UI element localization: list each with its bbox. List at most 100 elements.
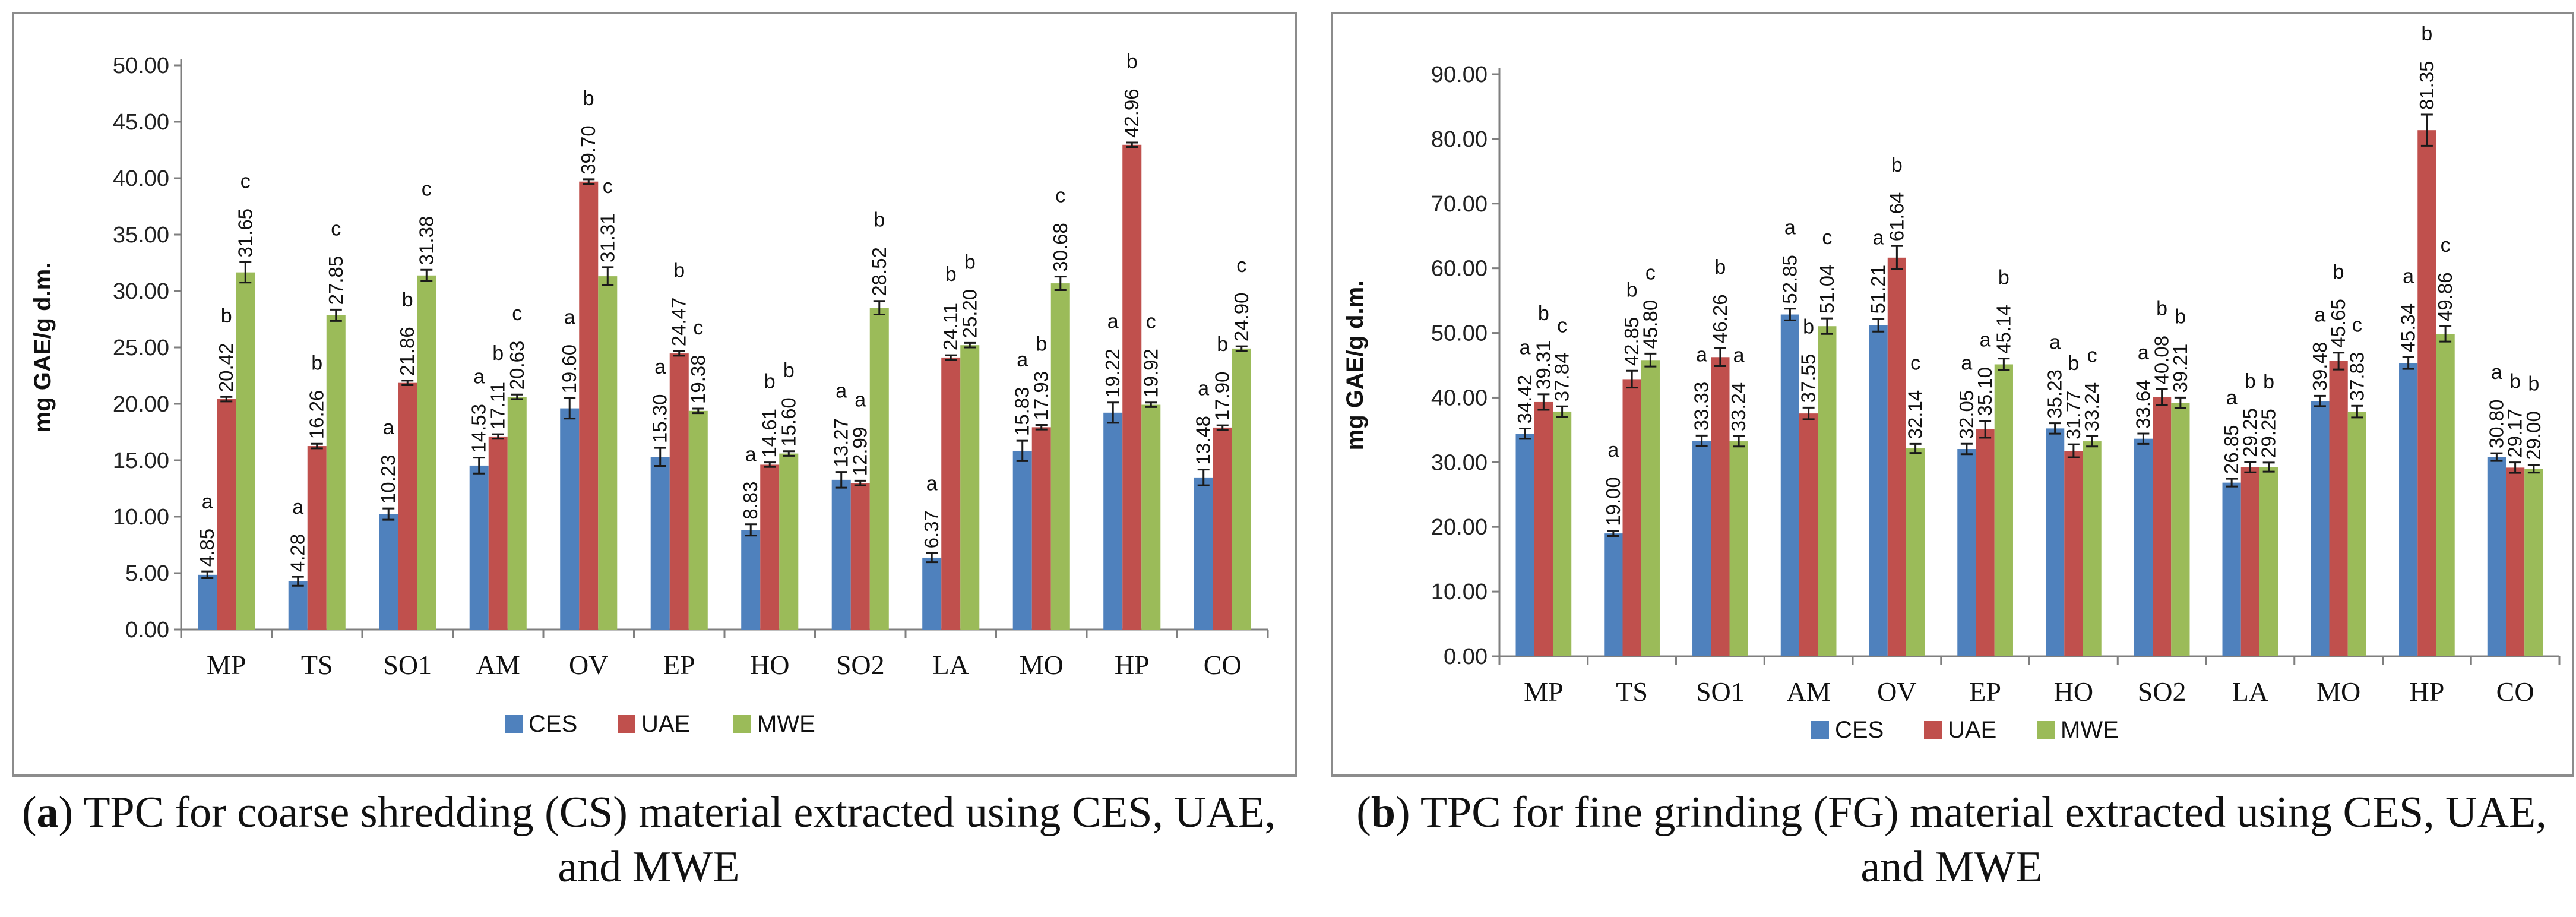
y-axis-title-a: mg GAE/g d.m. <box>30 263 56 433</box>
bar <box>2347 412 2366 656</box>
data-label: 46.26 <box>1709 294 1731 343</box>
bar <box>217 399 236 630</box>
bar <box>941 357 961 630</box>
significance-letter: b <box>1538 302 1549 325</box>
x-tick-label: AM <box>1787 676 1831 707</box>
significance-letter: a <box>1017 349 1028 371</box>
significance-letter: c <box>693 317 703 339</box>
significance-letter: b <box>1803 315 1814 338</box>
y-tick-label: 35.00 <box>113 223 169 248</box>
series-ces-b: 34.42 a 19.00 a 33.33 a 52.85 a 51.21 a 32.05 a 35.2… <box>1514 217 2507 656</box>
data-label: 8.83 <box>739 481 761 519</box>
significance-letter: a <box>1873 226 1884 249</box>
bar <box>2046 428 2065 656</box>
chart-frame-a <box>12 12 1297 777</box>
bar <box>1887 257 1906 656</box>
bar <box>650 457 670 630</box>
data-label: 31.77 <box>2062 391 2084 440</box>
y-tick-label: 0.00 <box>1444 644 1488 669</box>
data-label: 32.14 <box>1904 390 1926 439</box>
y-tick-label: 50.00 <box>113 53 169 78</box>
x-tick-label: EP <box>663 650 695 680</box>
significance-letter: a <box>2049 331 2061 354</box>
x-tick-label: EP <box>1969 676 2001 707</box>
significance-letter: b <box>221 305 232 327</box>
significance-letter: b <box>1714 256 1726 279</box>
significance-letter: b <box>311 352 322 374</box>
data-label: 17.93 <box>1030 371 1052 420</box>
data-label: 35.23 <box>2044 369 2066 419</box>
x-tick-label: LA <box>2232 676 2268 707</box>
y-tick-label: 25.00 <box>113 336 169 361</box>
chart-b: 0.00 10.00 20.00 30.00 40.00 50.00 60.00 70.00 8… <box>1331 12 2574 777</box>
significance-letter: c <box>1645 261 1656 284</box>
data-label: 61.64 <box>1885 192 1907 242</box>
data-label: 28.52 <box>868 247 890 296</box>
x-tick-label: SO2 <box>2138 676 2186 707</box>
y-tick-label: 15.00 <box>113 448 169 473</box>
significance-letter: a <box>836 380 847 403</box>
data-label: 24.47 <box>668 298 690 347</box>
data-label: 15.60 <box>777 397 799 447</box>
significance-letter: c <box>1557 314 1567 337</box>
bar <box>2259 467 2278 656</box>
bar <box>1534 401 1553 656</box>
data-label: 17.90 <box>1211 372 1233 421</box>
bar <box>2171 403 2190 656</box>
y-tick-label: 45.00 <box>113 110 169 135</box>
data-label: 14.61 <box>758 409 780 458</box>
chart-a: 0.00 5.00 10.00 15.00 20.00 25.00 30.00 35.00 40… <box>12 12 1297 777</box>
bar <box>507 397 527 630</box>
data-label: 37.84 <box>1551 353 1573 402</box>
x-tick-label: MP <box>1524 676 1563 707</box>
significance-letter: a <box>1607 439 1619 461</box>
bar <box>1213 427 1232 630</box>
significance-letter: b <box>2528 373 2539 396</box>
caption-a-letter: a <box>36 788 59 837</box>
x-tick-label: OV <box>1877 676 1916 707</box>
bar <box>2399 363 2418 656</box>
bar <box>2436 334 2455 656</box>
data-label: 45.34 <box>2397 303 2419 353</box>
data-label: 30.68 <box>1049 223 1071 272</box>
data-label: 4.85 <box>196 529 218 567</box>
legend-label-ces: CES <box>1835 717 1884 743</box>
significance-letter: b <box>764 371 776 393</box>
bar <box>1622 379 1641 656</box>
y-tick-label: 40.00 <box>1431 385 1488 410</box>
significance-letter: b <box>1036 333 1047 356</box>
x-tick-label: MO <box>2316 676 2360 707</box>
bar <box>1552 411 1572 656</box>
significance-letter: a <box>1198 378 1209 400</box>
bar <box>922 557 942 630</box>
bar <box>579 181 599 630</box>
y-tick-label: 30.00 <box>1431 450 1488 475</box>
bar <box>307 446 327 630</box>
significance-letter: b <box>1217 333 1228 356</box>
x-tick-label: OV <box>569 650 608 680</box>
data-label: 40.08 <box>2151 336 2173 385</box>
y-tick-label: 70.00 <box>1431 192 1488 217</box>
bar <box>469 465 489 630</box>
y-tick-label: 30.00 <box>113 279 169 304</box>
x-tick-label: MP <box>207 650 246 680</box>
significance-letter: c <box>2441 234 2451 257</box>
bar <box>2083 441 2102 656</box>
significance-letter: c <box>1055 185 1065 207</box>
significance-letter: a <box>1784 217 1796 239</box>
significance-letter: b <box>2245 370 2256 393</box>
significance-letter: b <box>2175 305 2186 328</box>
data-label: 37.83 <box>2346 352 2368 401</box>
data-label: 20.63 <box>506 341 528 390</box>
bar <box>2506 467 2525 656</box>
significance-letter: c <box>1146 311 1156 333</box>
significance-letter: b <box>2333 261 2344 283</box>
data-label: 12.99 <box>849 427 871 476</box>
bar <box>779 453 799 630</box>
significance-letter: b <box>2156 298 2167 320</box>
significance-letter: b <box>583 87 594 110</box>
data-label: 27.85 <box>325 256 347 305</box>
significance-letter: b <box>2068 352 2079 375</box>
bar <box>1012 451 1032 630</box>
data-label: 29.25 <box>2258 409 2280 458</box>
